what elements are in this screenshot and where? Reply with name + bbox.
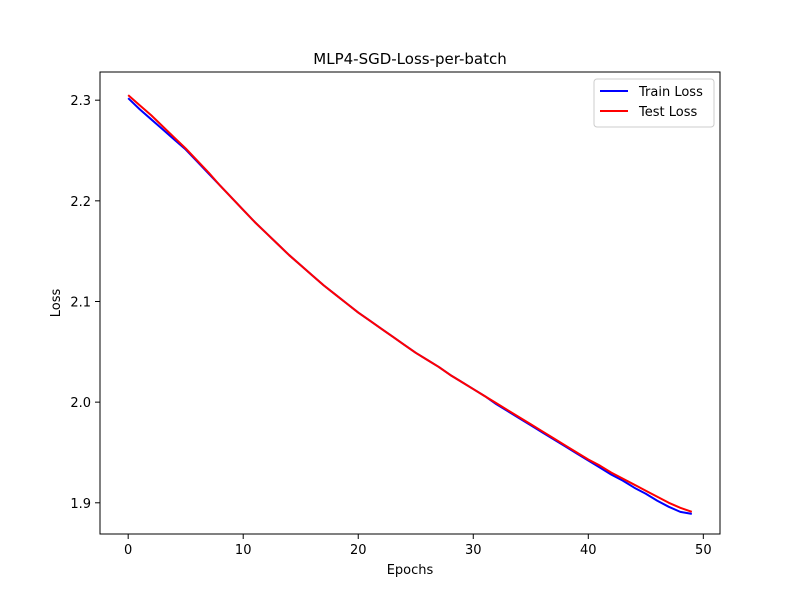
legend: Train Loss Test Loss [593,78,715,128]
plot-frame [99,71,721,535]
ticks-layer: 0 10 20 30 40 50 1.9 2.0 2.1 2.2 2.3 [70,94,711,558]
series-layer [127,94,693,515]
plot-area [100,72,720,534]
legend-label-test-loss: Test Loss [638,105,697,120]
x-axis-label: Epochs [387,563,434,578]
series-line-test-loss [127,94,693,513]
x-tick-label: 50 [695,543,712,558]
x-tick-label: 0 [124,543,132,558]
y-tick-label: 2.3 [70,94,91,109]
y-tick-label: 1.9 [70,497,91,512]
y-tick-label: 2.0 [70,396,91,411]
legend-label-train-loss: Train Loss [638,85,703,100]
x-tick-label: 40 [580,543,597,558]
chart-title: MLP4-SGD-Loss-per-batch [313,50,506,68]
x-tick-label: 20 [350,543,367,558]
x-tick-label: 10 [235,543,252,558]
x-tick-label: 30 [465,543,482,558]
y-tick-label: 2.1 [70,295,91,310]
y-axis-label: Loss [49,289,64,318]
y-tick-label: 2.2 [70,195,91,210]
